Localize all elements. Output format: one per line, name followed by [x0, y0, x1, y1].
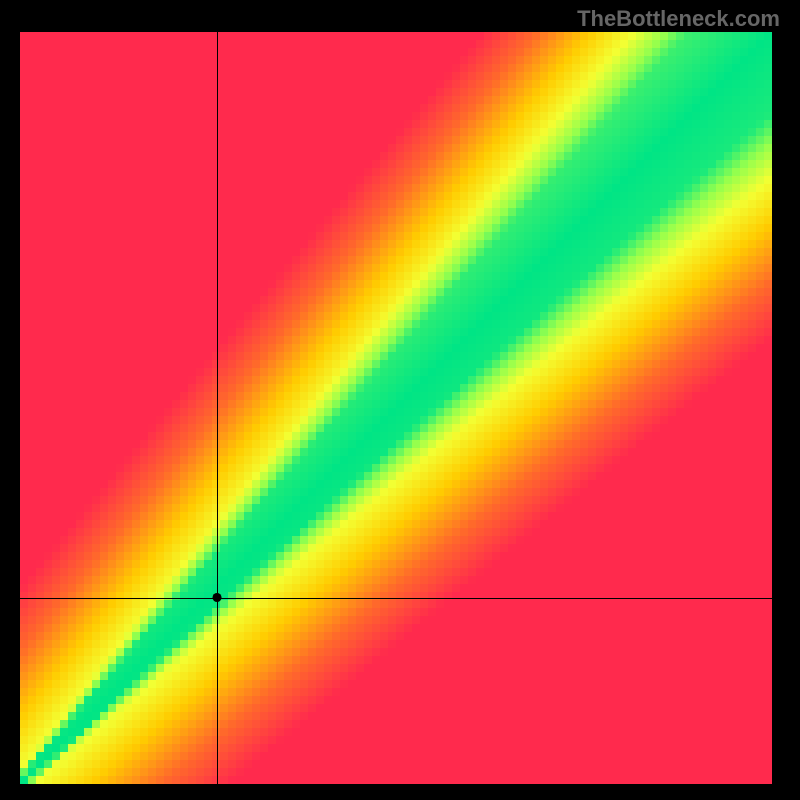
chart-container: TheBottleneck.com — [0, 0, 800, 800]
overlay-canvas — [20, 32, 772, 784]
watermark-text: TheBottleneck.com — [577, 6, 780, 32]
